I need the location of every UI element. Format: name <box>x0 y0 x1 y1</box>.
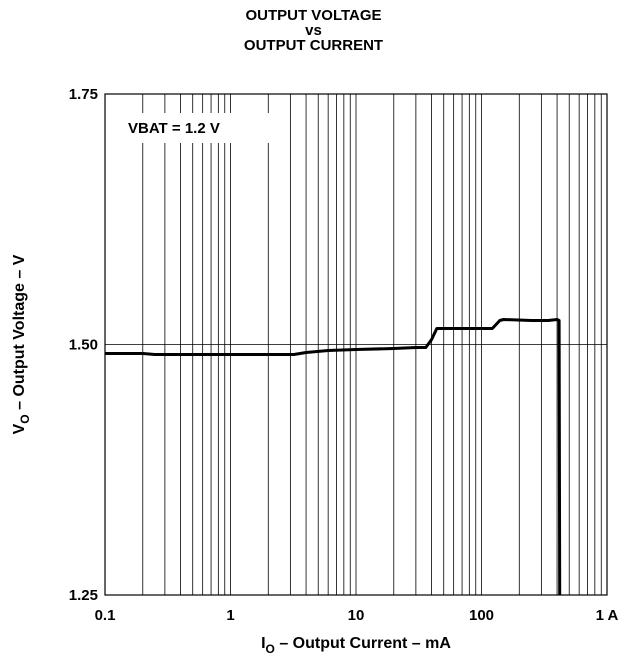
y-tick-label: 1.75 <box>69 86 98 103</box>
chart-title-line-1: OUTPUT VOLTAGE <box>245 7 382 24</box>
annotation-background <box>120 113 270 143</box>
x-axis-label: IO – Output Current – mA <box>261 635 451 656</box>
tick-layer: 0.1 1 10 100 1 A 1.25 1.50 1.75 <box>69 86 619 624</box>
chart-title-line-2: vs <box>305 22 322 39</box>
x-tick-label: 10 <box>348 607 365 624</box>
y-axis-label: VO – Output Voltage – V <box>11 254 32 434</box>
x-tick-label: 100 <box>469 607 494 624</box>
y-tick-label: 1.50 <box>69 337 98 354</box>
chart-title-line-3: OUTPUT CURRENT <box>243 37 384 54</box>
x-tick-label: 1 A <box>596 607 619 624</box>
plot-frame <box>104 93 608 596</box>
annotation-layer: VBAT = 1.2 V <box>120 113 270 143</box>
x-tick-label: 1 <box>226 607 234 624</box>
y-tick-label: 1.25 <box>69 587 98 604</box>
vbat-annotation: VBAT = 1.2 V <box>128 120 220 137</box>
grid-layer <box>105 94 607 595</box>
x-tick-label: 0.1 <box>95 607 116 624</box>
series-line <box>105 318 562 596</box>
series-layer <box>105 318 562 596</box>
